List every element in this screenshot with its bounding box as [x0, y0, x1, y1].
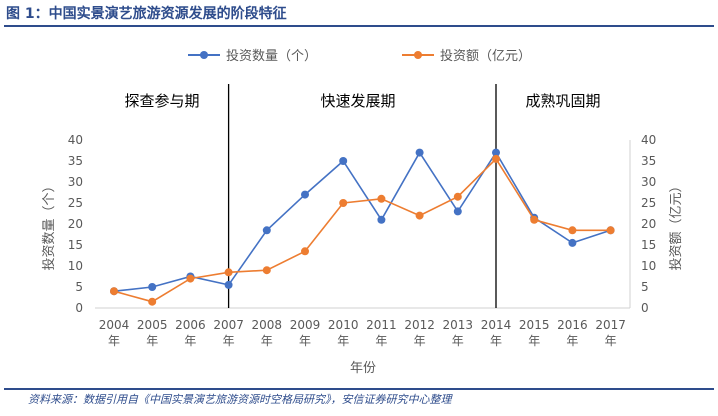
- x-tick-label: 2014: [481, 318, 512, 332]
- legend: 投资数量（个） 投资额（亿元）: [188, 48, 531, 64]
- data-point: [148, 297, 157, 306]
- y-tick-label: 5: [75, 280, 83, 294]
- data-point: [453, 207, 462, 216]
- x-axis-label: 年份: [350, 361, 376, 376]
- x-tick-label: 2010: [328, 318, 359, 332]
- data-point: [224, 280, 233, 289]
- y2-tick-label: 20: [641, 217, 656, 231]
- y-tick-label: 30: [68, 175, 83, 189]
- data-point: [224, 268, 233, 277]
- legend-label-count: 投资数量（个）: [226, 48, 317, 64]
- x-tick-unit: 年: [146, 334, 158, 348]
- x-tick-label: 2005: [137, 318, 168, 332]
- data-point: [492, 154, 500, 163]
- y2-tick-label: 0: [641, 301, 649, 315]
- y2-tick-label: 40: [641, 133, 656, 147]
- x-tick-unit: 年: [528, 334, 540, 348]
- y2-tick-label: 25: [641, 196, 656, 210]
- x-tick-unit: 年: [299, 334, 311, 348]
- series-layer: [110, 148, 615, 306]
- x-tick-label: 2011: [366, 318, 397, 332]
- series-line: [113, 157, 611, 303]
- phase-labels: 探查参与期 快速发展期 成熟巩固期: [124, 92, 600, 110]
- x-tick-unit: 年: [108, 334, 120, 348]
- y-tick-label: 40: [68, 133, 83, 147]
- phase-label-1: 探查参与期: [124, 92, 199, 110]
- line-chart: 投资数量（个） 投资额（亿元） 探查参与期 快速发展期 成熟巩固期 投资数量（个…: [41, 48, 684, 376]
- phase-label-2: 快速发展期: [320, 92, 395, 110]
- y2-tick-label: 10: [641, 259, 656, 273]
- top-rule: [4, 25, 714, 27]
- y-tick-label: 15: [68, 238, 83, 252]
- data-point: [492, 148, 500, 157]
- y2-axis-label: 投资额（亿元）: [668, 179, 684, 270]
- data-point: [377, 194, 386, 203]
- legend-label-amount: 投资额（亿元）: [440, 48, 531, 64]
- x-tick-label: 2017: [595, 318, 626, 332]
- data-point: [415, 148, 424, 157]
- x-tick-label: 2012: [404, 318, 435, 332]
- data-point: [453, 192, 462, 201]
- data-point: [377, 215, 386, 224]
- figure-title: 图 1：中国实景演艺旅游资源发展的阶段特征: [6, 6, 287, 22]
- data-point: [568, 238, 577, 247]
- y2-tick-label: 35: [641, 154, 656, 168]
- x-tick-unit: 年: [490, 334, 502, 348]
- x-tick-unit: 年: [337, 334, 349, 348]
- x-tick-unit: 年: [375, 334, 387, 348]
- data-point: [186, 274, 195, 283]
- y2-tick-label: 5: [641, 280, 649, 294]
- y-tick-label: 25: [68, 196, 83, 210]
- series-1: [110, 154, 615, 306]
- data-point: [262, 266, 271, 275]
- data-point: [110, 287, 118, 296]
- y-tick-label: 10: [68, 259, 83, 273]
- x-tick-label: 2004: [99, 318, 130, 332]
- x-tick-label: 2007: [213, 318, 244, 332]
- legend-marker-amount: [414, 51, 422, 59]
- data-point: [301, 190, 309, 199]
- x-tick-unit: 年: [223, 334, 235, 348]
- x-tick-unit: 年: [414, 334, 426, 348]
- data-point: [530, 215, 539, 224]
- y2-tick-label: 30: [641, 175, 656, 189]
- data-point: [301, 247, 309, 256]
- source-note: 资料来源：数据引用自《中国实景演艺旅游资源时空格局研究》，安信证券研究中心整理: [28, 393, 452, 406]
- x-tick-label: 2009: [290, 318, 321, 332]
- data-point: [148, 283, 157, 291]
- x-tick-label: 2013: [443, 318, 474, 332]
- y-axis-label: 投资数量（个）: [41, 179, 57, 270]
- data-point: [415, 211, 424, 220]
- x-tick-label: 2015: [519, 318, 550, 332]
- x-tick-label: 2008: [252, 318, 283, 332]
- data-point: [262, 226, 271, 235]
- phase-label-3: 成熟巩固期: [525, 92, 600, 110]
- data-point: [568, 226, 577, 235]
- data-point: [339, 199, 348, 207]
- y-tick-label: 20: [68, 217, 83, 231]
- x-tick-unit: 年: [452, 334, 464, 348]
- legend-marker-count: [200, 51, 208, 59]
- x-tick-unit: 年: [184, 334, 196, 348]
- x-tick-label: 2016: [557, 318, 588, 332]
- y2-tick-label: 15: [641, 238, 656, 252]
- axes: 0 5 10 15 20 25 30 35 40 0 5 10 15 20 25 30 35 40 2004 年 200…: [68, 133, 657, 348]
- x-tick-unit: 年: [605, 334, 617, 348]
- y-tick-label: 35: [68, 154, 83, 168]
- x-tick-unit: 年: [261, 334, 273, 348]
- x-tick-unit: 年: [566, 334, 578, 348]
- y-tick-label: 0: [75, 301, 83, 315]
- bottom-rule: [4, 388, 714, 390]
- data-point: [339, 157, 348, 165]
- data-point: [606, 226, 615, 235]
- x-tick-label: 2006: [175, 318, 206, 332]
